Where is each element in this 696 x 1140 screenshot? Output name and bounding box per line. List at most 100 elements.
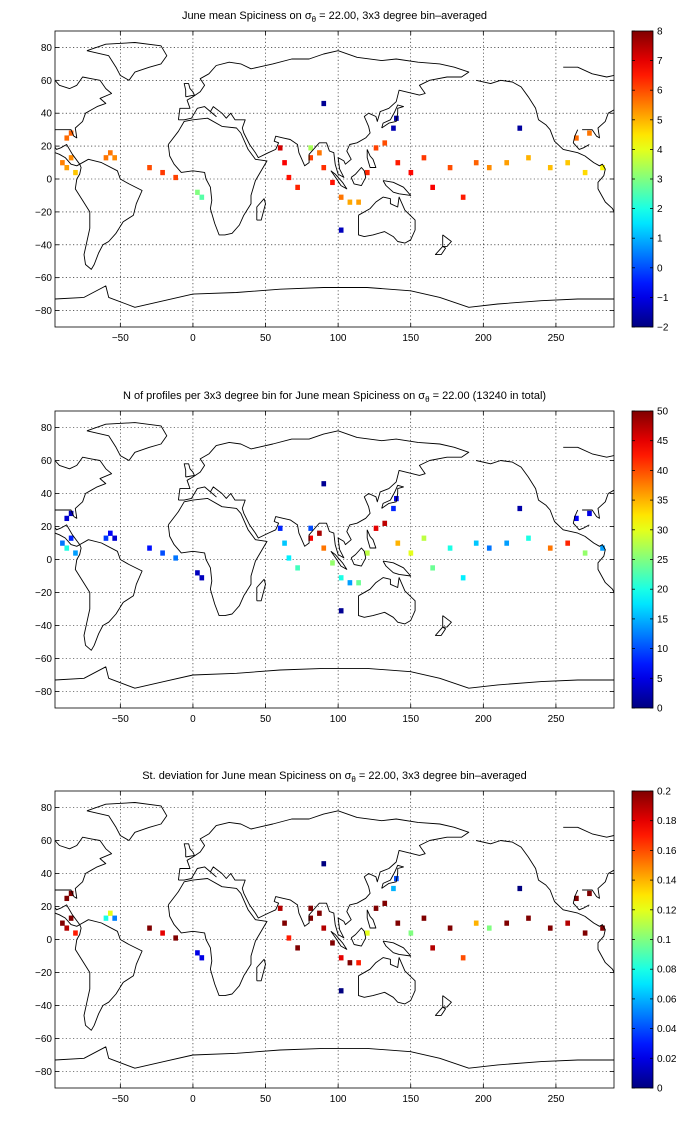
coastline	[350, 167, 367, 187]
data-cell	[587, 130, 592, 136]
y-tick-label: −20	[35, 207, 52, 218]
data-cell	[356, 199, 361, 205]
data-cell	[347, 199, 353, 205]
coastline	[434, 1006, 447, 1016]
coastline	[476, 460, 614, 593]
x-tick-label: 200	[475, 714, 492, 725]
data-cell	[295, 945, 300, 951]
colorbar-tick-label: 0.02	[657, 1054, 677, 1065]
coastline	[442, 615, 452, 628]
colorbar-tick-label: 0.1	[657, 935, 671, 946]
data-cell	[107, 530, 113, 536]
data-cell	[295, 565, 300, 571]
data-cell	[582, 930, 588, 936]
coastline	[572, 889, 590, 911]
data-cell	[321, 100, 327, 107]
x-tick-label: 50	[260, 333, 272, 344]
data-cell	[517, 885, 523, 892]
data-cell	[73, 169, 78, 176]
chart-panel-2: N of profiles per 3x3 degree bin for Jun…	[35, 390, 669, 725]
coastline	[358, 957, 416, 1005]
data-cell	[308, 155, 314, 161]
colorbar-tick-label: 50	[657, 407, 669, 418]
data-cell	[68, 510, 74, 517]
data-cell	[504, 160, 510, 166]
data-cell	[147, 545, 152, 551]
data-cell	[321, 545, 327, 551]
data-cell	[574, 135, 579, 141]
coastline	[256, 958, 266, 982]
coastline	[366, 529, 377, 549]
data-cells	[60, 481, 605, 614]
coastline	[86, 422, 168, 461]
data-cell	[356, 960, 361, 966]
coastline	[256, 198, 266, 221]
colorbar-tick-label: 10	[657, 644, 669, 655]
colorbar-tick-label: 20	[657, 585, 669, 596]
coastline	[55, 129, 81, 167]
data-cell	[460, 194, 466, 200]
coastlines	[55, 422, 614, 689]
coastline	[382, 180, 412, 196]
coastline	[55, 836, 113, 899]
data-cell	[364, 169, 370, 176]
data-cell	[421, 915, 427, 921]
y-tick-label: −40	[35, 621, 52, 632]
data-cell	[330, 940, 335, 946]
colorbar-tick-label: 2	[657, 204, 663, 215]
data-cell	[112, 915, 118, 921]
y-tick-label: 80	[41, 423, 53, 434]
data-cell	[68, 155, 74, 161]
data-cell	[338, 194, 344, 200]
coastline	[563, 826, 614, 838]
data-cell	[447, 165, 453, 171]
y-tick-label: 60	[41, 456, 53, 467]
x-tick-label: 200	[475, 333, 492, 344]
data-cell	[373, 145, 379, 151]
data-cell	[395, 920, 401, 926]
coastline	[330, 930, 348, 950]
data-cell	[347, 960, 353, 966]
data-cell	[600, 545, 605, 551]
coastline	[177, 430, 470, 559]
data-cell	[421, 535, 427, 541]
data-cell	[317, 530, 322, 536]
colorbar-tick-label: 4	[657, 145, 663, 156]
data-cell	[199, 575, 205, 581]
data-cell	[160, 169, 165, 176]
x-tick-label: 100	[330, 1094, 347, 1105]
x-tick-label: 50	[260, 1094, 272, 1105]
data-cell	[73, 550, 78, 556]
data-cell	[408, 930, 414, 936]
data-cell	[547, 545, 553, 551]
y-tick-label: −60	[35, 273, 52, 284]
data-cell	[317, 150, 322, 156]
data-cell	[504, 540, 510, 546]
colorbar-tick-label: −2	[657, 323, 669, 334]
data-cell	[68, 890, 74, 897]
data-cell	[338, 575, 344, 581]
coastline	[476, 79, 614, 213]
data-cells	[60, 100, 605, 233]
x-tick-label: 250	[548, 714, 565, 725]
data-cell	[195, 189, 200, 195]
coastline	[74, 158, 143, 270]
data-cell	[574, 895, 579, 902]
data-cell	[160, 930, 165, 936]
coastline	[563, 66, 614, 78]
data-cell	[308, 525, 314, 531]
colorbar-tick-label: 25	[657, 555, 669, 566]
data-cell	[486, 545, 492, 551]
x-tick-label: −50	[112, 333, 129, 344]
x-tick-label: 250	[548, 333, 565, 344]
data-cell	[338, 988, 344, 994]
data-cell	[330, 560, 335, 566]
data-cell	[73, 930, 78, 936]
data-cell	[587, 890, 592, 897]
data-cell	[526, 155, 531, 161]
data-cell	[195, 570, 200, 576]
data-cell	[282, 540, 287, 546]
data-cell	[317, 910, 322, 916]
coastline	[358, 577, 416, 625]
